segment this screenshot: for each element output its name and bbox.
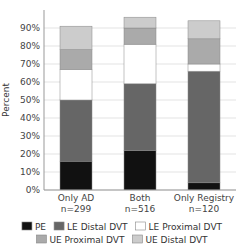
bar-segment [60, 69, 92, 100]
y-tick-label: 20% [20, 149, 40, 159]
bar-segment [124, 150, 156, 190]
grid-line [44, 190, 236, 191]
x-tick-label: Only Registryn=120 [174, 193, 235, 214]
legend-label: PE [35, 222, 46, 232]
y-tick-label: 60% [20, 77, 40, 87]
bar-segment [124, 84, 156, 151]
x-axis: Only ADn=299 Bothn=516 Only Registryn=120 [58, 193, 235, 214]
bar-segment [188, 183, 220, 190]
y-tick-label: 70% [20, 59, 40, 69]
legend-label: UE Proximal DVT [49, 235, 125, 245]
legend-item: LE Proximal DVT [136, 222, 223, 232]
chart: PE LE Distal DVT LE Proximal DVT UE Proxima… [0, 0, 244, 250]
legend: PE LE Distal DVT LE Proximal DVT UE Proxima… [22, 222, 223, 245]
y-tick-label: 40% [20, 113, 40, 123]
legend-label: LE Proximal DVT [149, 222, 223, 232]
y-axis-title: Percent [1, 83, 11, 117]
legend-label: LE Distal DVT [67, 222, 128, 232]
y-axis-line [44, 10, 45, 190]
legend-swatch [22, 222, 32, 230]
y-tick-label: 90% [20, 23, 40, 33]
y-tick-label: 30% [20, 131, 40, 141]
y-tick-label: 10% [20, 167, 40, 177]
legend-label: UE Distal DVT [145, 235, 208, 245]
legend-swatch [54, 222, 64, 230]
bar-segment [188, 39, 220, 64]
y-tick-label: 50% [20, 95, 40, 105]
legend-item: LE Distal DVT [54, 222, 128, 232]
y-axis: 0% 10% 20% 30% 40% 50% 60% 70% 80% 90% [20, 23, 236, 195]
bars [60, 17, 220, 190]
bar-segment [60, 50, 92, 70]
x-axis-line [44, 190, 236, 191]
bar-segment [124, 44, 156, 84]
legend-swatch [136, 222, 146, 230]
bar-segment [124, 28, 156, 44]
y-tick-label: 0% [26, 185, 41, 195]
bar-segment [188, 64, 220, 71]
bar-segment [124, 17, 156, 28]
background [0, 0, 244, 250]
bar-segment [60, 161, 92, 190]
bar-segment [60, 100, 92, 161]
legend-swatch [36, 235, 46, 243]
legend-swatch [132, 235, 142, 243]
y-tick-label: 80% [20, 41, 40, 51]
x-tick-label: Only ADn=299 [58, 193, 95, 214]
legend-item: PE [22, 222, 46, 232]
x-tick-label: Bothn=516 [125, 193, 156, 214]
legend-item: UE Proximal DVT [36, 235, 125, 245]
bar-segment [188, 21, 220, 39]
legend-item: UE Distal DVT [132, 235, 208, 245]
bar-segment [60, 26, 92, 49]
bar-segment [188, 71, 220, 183]
